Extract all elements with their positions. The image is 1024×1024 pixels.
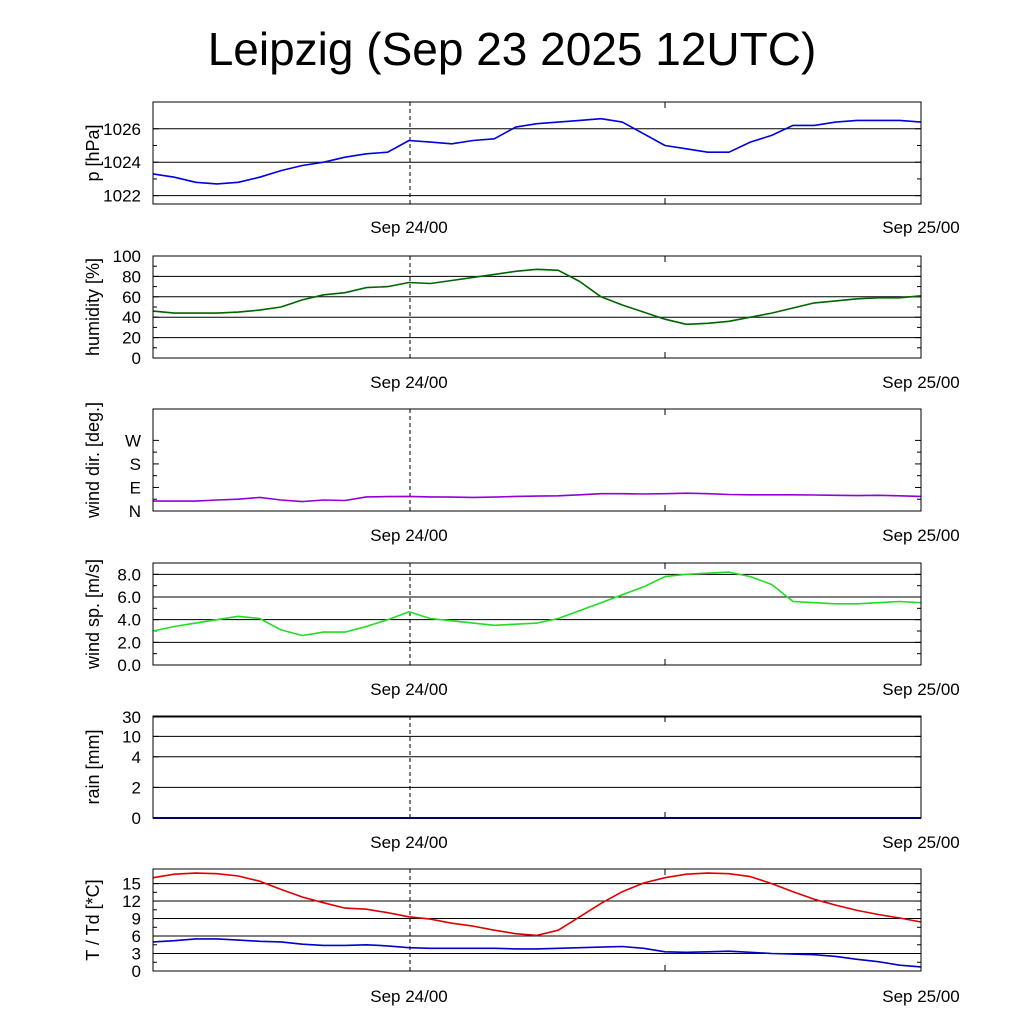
x-tick-label: Sep 24/00 bbox=[370, 987, 448, 1006]
y-tick-label: 15 bbox=[122, 875, 141, 894]
y-tick-label: 4 bbox=[132, 748, 141, 767]
y-tick-label: S bbox=[130, 455, 141, 474]
wind-direction-series-line bbox=[153, 492, 922, 503]
y-tick-label: 60 bbox=[122, 288, 141, 307]
y-tick-label: 12 bbox=[122, 892, 141, 911]
y-tick-label: 4.0 bbox=[117, 611, 141, 630]
y-tick-label: 0 bbox=[132, 809, 141, 828]
plot-frame bbox=[152, 255, 922, 359]
y-tick-label: N bbox=[129, 502, 141, 521]
y-axis-label: rain [mm] bbox=[83, 729, 103, 804]
y-tick-label: 1024 bbox=[103, 153, 141, 172]
y-tick-label: 6 bbox=[132, 927, 141, 946]
x-tick-label: Sep 24/00 bbox=[370, 833, 448, 852]
y-tick-label: 2 bbox=[132, 778, 141, 797]
plot-frame bbox=[152, 101, 922, 205]
plot-frame bbox=[152, 715, 922, 819]
temperature-series-line bbox=[152, 938, 922, 968]
y-axis-label: p [hPa] bbox=[83, 124, 103, 181]
pressure-panel: 1022 1024 1026 Sep 24/00 Sep 25/00 p [hPa] bbox=[83, 101, 960, 237]
pressure-series-line bbox=[152, 117, 922, 185]
temperature-series-line bbox=[152, 872, 922, 937]
wind-speed-series-line bbox=[152, 571, 922, 637]
y-tick-label: 0 bbox=[132, 962, 141, 981]
x-tick-label: Sep 25/00 bbox=[882, 987, 960, 1006]
plot-frame bbox=[152, 562, 922, 666]
x-tick-label: Sep 24/00 bbox=[370, 218, 448, 237]
y-tick-label: 8.0 bbox=[117, 565, 141, 584]
y-tick-label: 6.0 bbox=[117, 588, 141, 607]
x-tick-label: Sep 25/00 bbox=[882, 373, 960, 392]
x-tick-label: Sep 25/00 bbox=[882, 218, 960, 237]
plot-frame bbox=[152, 408, 922, 512]
x-tick-label: Sep 25/00 bbox=[882, 526, 960, 545]
plot-frame bbox=[152, 868, 922, 972]
wind-speed-panel: 0.0 2.0 4.0 6.0 8.0 Sep 24/00 Sep 25/00 wind sp… bbox=[83, 559, 960, 699]
y-tick-label: E bbox=[130, 478, 141, 497]
y-tick-label: W bbox=[125, 431, 141, 450]
y-axis-label: wind sp. [m/s] bbox=[83, 559, 103, 670]
y-tick-label: 20 bbox=[122, 329, 141, 348]
y-axis-label: wind dir. [deg.] bbox=[83, 402, 103, 519]
y-tick-label: 9 bbox=[132, 910, 141, 929]
y-tick-label: 1022 bbox=[103, 187, 141, 206]
y-tick-label: 0 bbox=[132, 349, 141, 368]
x-tick-label: Sep 25/00 bbox=[882, 833, 960, 852]
x-tick-label: Sep 24/00 bbox=[370, 373, 448, 392]
x-tick-label: Sep 24/00 bbox=[370, 526, 448, 545]
y-tick-label: 1026 bbox=[103, 120, 141, 139]
y-tick-label: 100 bbox=[113, 247, 141, 266]
y-axis-label: T / Td [*C] bbox=[83, 879, 103, 960]
y-tick-label: 2.0 bbox=[117, 633, 141, 652]
y-tick-label: 10 bbox=[122, 727, 141, 746]
humidity-series-line bbox=[152, 268, 922, 326]
y-tick-label: 3 bbox=[132, 945, 141, 964]
y-axis-label: humidity [%] bbox=[83, 258, 103, 356]
y-tick-label: 0.0 bbox=[117, 656, 141, 675]
y-tick-label: 80 bbox=[122, 267, 141, 286]
y-tick-label: 40 bbox=[122, 308, 141, 327]
y-tick-label: 30 bbox=[122, 708, 141, 727]
chart-title: Leipzig (Sep 23 2025 12UTC) bbox=[207, 23, 817, 75]
x-tick-label: Sep 25/00 bbox=[882, 680, 960, 699]
x-tick-label: Sep 24/00 bbox=[370, 680, 448, 699]
